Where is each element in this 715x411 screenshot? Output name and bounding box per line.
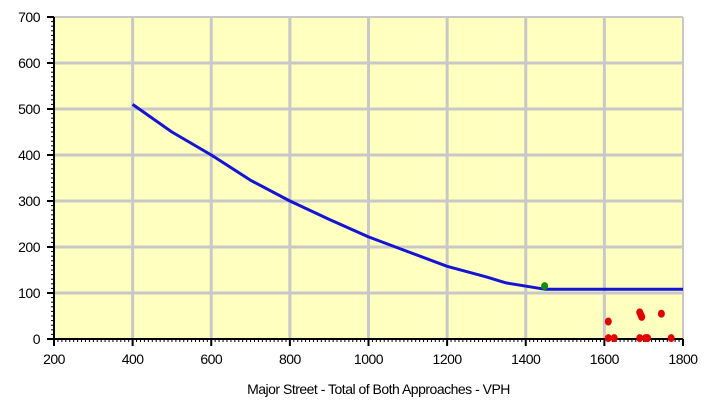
x-tick-label: 1000 [354,351,384,367]
x-tick-label: 1400 [511,351,541,367]
x-tick-label: 400 [122,351,145,367]
data-point [657,309,665,318]
data-point [638,312,646,321]
y-tick-label: 400 [18,147,41,163]
x-tick-label: 600 [200,351,223,367]
data-point [541,282,549,291]
y-tick-label: 200 [18,239,41,255]
y-tick-label: 600 [18,55,41,71]
y-tick-label: 100 [18,285,41,301]
x-axis-title: Major Street - Total of Both Approaches … [247,381,510,397]
y-tick-label: 0 [33,331,41,347]
data-point [667,334,675,343]
data-point [604,334,612,343]
data-point [644,334,652,343]
y-tick-label: 500 [18,101,41,117]
y-tick-label: 700 [18,9,41,25]
x-tick-label: 200 [43,351,66,367]
x-tick-label: 1800 [668,351,698,367]
data-point [636,334,644,343]
x-tick-label: 1200 [433,351,463,367]
threshold-curve [131,103,683,291]
y-tick-label: 300 [18,193,41,209]
data-point [610,334,618,343]
x-tick-label: 800 [279,351,302,367]
data-point [604,317,612,326]
x-tick-label: 1600 [590,351,620,367]
